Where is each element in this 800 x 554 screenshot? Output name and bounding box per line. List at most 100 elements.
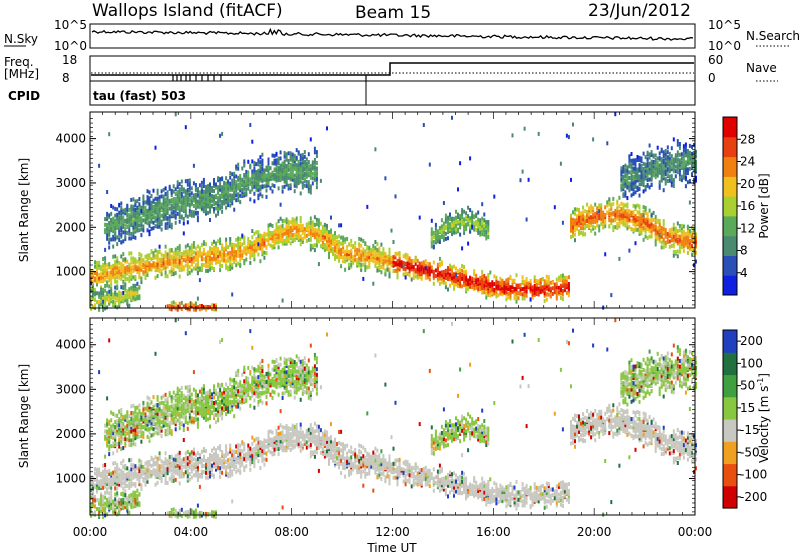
power-cell bbox=[602, 210, 605, 215]
power-cell bbox=[461, 215, 464, 220]
power-cell bbox=[263, 250, 266, 255]
power-cell bbox=[267, 227, 270, 232]
power-cell bbox=[422, 123, 425, 127]
power-cell bbox=[160, 213, 163, 218]
power-cell bbox=[291, 221, 294, 225]
power-cell bbox=[451, 276, 453, 281]
power-cell bbox=[592, 226, 595, 231]
power-cell bbox=[172, 255, 175, 260]
power-cell bbox=[221, 188, 224, 193]
power-cell bbox=[666, 160, 669, 165]
power-cell bbox=[453, 264, 455, 269]
power-cell bbox=[253, 160, 256, 165]
power-cell bbox=[104, 230, 107, 235]
power-cell bbox=[180, 214, 183, 219]
power-cell bbox=[174, 201, 177, 205]
power-cell bbox=[182, 204, 185, 209]
power-cell bbox=[257, 193, 260, 198]
power-cell bbox=[132, 225, 135, 230]
power-cell bbox=[154, 208, 157, 212]
power-cell bbox=[330, 232, 332, 237]
power-cell bbox=[693, 150, 695, 155]
power-cell bbox=[426, 269, 429, 274]
power-cell bbox=[481, 232, 484, 237]
power-cell bbox=[263, 173, 266, 178]
power-cell bbox=[453, 272, 455, 277]
power-ytick-label: 2000 bbox=[55, 220, 86, 234]
power-cell bbox=[176, 194, 179, 199]
power-cell bbox=[223, 257, 226, 262]
power-cell bbox=[130, 218, 133, 223]
power-cell bbox=[213, 303, 215, 308]
power-cell bbox=[412, 275, 415, 280]
power-cell bbox=[291, 228, 294, 233]
power-cell bbox=[626, 216, 629, 221]
power-cell bbox=[134, 257, 137, 262]
power-cell bbox=[461, 276, 464, 281]
power-cell bbox=[172, 202, 175, 206]
power-cell bbox=[638, 187, 641, 192]
power-cell bbox=[680, 152, 683, 157]
power-cell bbox=[408, 269, 411, 274]
power-cell bbox=[545, 297, 548, 302]
power-cell bbox=[188, 301, 191, 306]
power-cell bbox=[142, 224, 145, 229]
power-cell bbox=[511, 133, 514, 138]
power-cell bbox=[477, 282, 480, 287]
power-cell bbox=[678, 172, 681, 177]
power-cell bbox=[108, 245, 111, 250]
velocity-cell bbox=[102, 506, 105, 511]
power-cell bbox=[305, 179, 308, 184]
power-cell bbox=[289, 171, 292, 176]
power-cell bbox=[229, 203, 232, 208]
power-cell bbox=[213, 194, 215, 199]
power-cbar-tick-label: 24 bbox=[740, 155, 755, 169]
power-cell bbox=[561, 283, 564, 288]
power-cell bbox=[586, 219, 589, 223]
power-cell bbox=[682, 160, 685, 165]
power-cell bbox=[116, 242, 119, 247]
power-cell bbox=[200, 255, 203, 260]
power-cell bbox=[644, 220, 647, 224]
power-cell bbox=[116, 262, 119, 267]
power-cell bbox=[682, 150, 685, 155]
power-cell bbox=[140, 257, 143, 262]
power-cell bbox=[217, 200, 220, 205]
power-cell bbox=[162, 194, 165, 199]
power-cell bbox=[406, 261, 409, 266]
power-cell bbox=[416, 258, 419, 263]
power-cell bbox=[416, 272, 419, 277]
power-cell bbox=[178, 266, 181, 271]
power-cell bbox=[227, 245, 230, 249]
power-cell bbox=[650, 222, 653, 227]
power-cell bbox=[555, 285, 558, 290]
power-cell bbox=[124, 266, 127, 271]
power-cell bbox=[279, 236, 282, 241]
power-cell bbox=[128, 275, 131, 280]
power-cell bbox=[394, 268, 397, 273]
power-cell bbox=[275, 225, 278, 230]
power-cell bbox=[138, 252, 141, 256]
power-cell bbox=[124, 226, 127, 231]
power-cell bbox=[138, 202, 141, 207]
power-cell bbox=[170, 257, 173, 262]
power-cell bbox=[241, 166, 244, 171]
power-cell bbox=[501, 283, 504, 288]
power-cell bbox=[449, 225, 451, 230]
power-cell bbox=[608, 224, 611, 229]
power-cell bbox=[449, 222, 451, 227]
power-cell bbox=[555, 296, 558, 301]
power-cell bbox=[686, 237, 689, 241]
power-cell bbox=[321, 235, 324, 240]
velocity-cell bbox=[90, 496, 92, 500]
power-cell bbox=[551, 280, 554, 285]
power-cell bbox=[442, 227, 445, 232]
power-cell bbox=[648, 152, 651, 157]
power-cell bbox=[684, 171, 687, 176]
power-cell bbox=[648, 208, 651, 213]
power-cell bbox=[190, 268, 193, 273]
power-cell bbox=[190, 247, 193, 252]
power-cell bbox=[279, 156, 282, 161]
power-cell bbox=[205, 242, 207, 247]
power-cell bbox=[382, 254, 385, 259]
